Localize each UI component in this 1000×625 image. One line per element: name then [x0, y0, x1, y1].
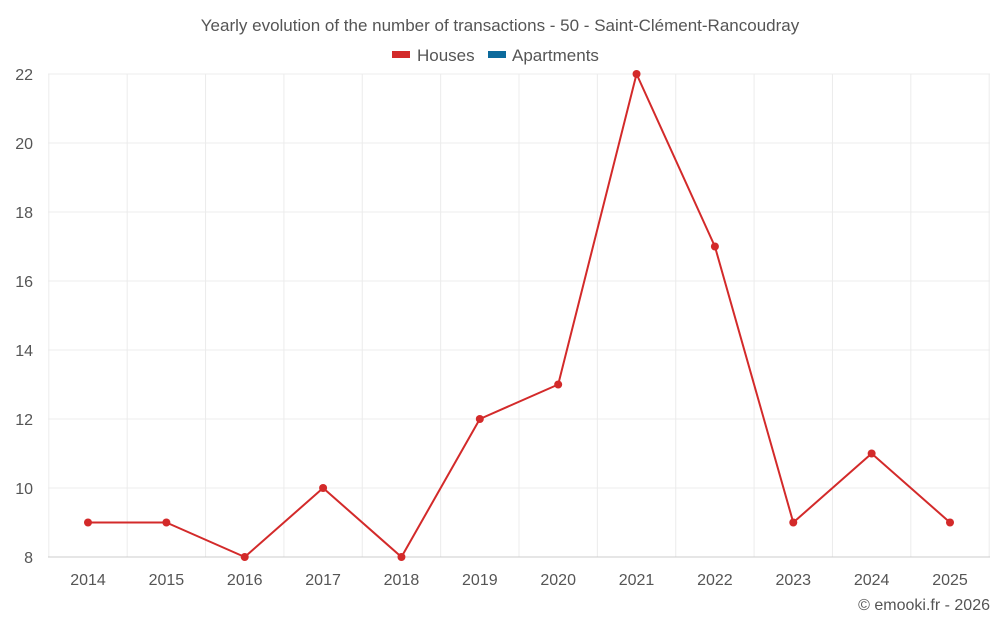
- x-tick-label: 2017: [305, 572, 341, 589]
- data-point-houses[interactable]: [475, 415, 484, 423]
- legend-swatch-apartments: [488, 51, 506, 58]
- data-point-houses[interactable]: [789, 518, 798, 527]
- y-tick-label: 12: [15, 412, 33, 429]
- y-tick-label: 22: [15, 67, 33, 84]
- y-tick-label: 8: [24, 550, 33, 567]
- x-tick-label: 2019: [462, 572, 498, 589]
- y-axis: 8 10 12 14 16 18 20 22: [15, 67, 33, 567]
- legend-label-apartments[interactable]: Apartments: [512, 46, 599, 65]
- x-tick-label: 2014: [70, 572, 106, 589]
- x-tick-label: 2020: [540, 572, 576, 589]
- data-point-houses[interactable]: [162, 518, 171, 527]
- data-point-houses[interactable]: [867, 449, 876, 458]
- grid: [48, 73, 990, 557]
- x-tick-label: 2018: [384, 572, 420, 589]
- y-tick-label: 18: [15, 205, 33, 222]
- y-tick-label: 16: [15, 274, 33, 291]
- x-tick-label: 2024: [854, 572, 890, 589]
- data-point-houses[interactable]: [946, 518, 954, 527]
- x-tick-label: 2021: [619, 572, 655, 589]
- data-point-houses[interactable]: [84, 518, 92, 527]
- x-tick-label: 2016: [227, 572, 263, 589]
- chart-title: Yearly evolution of the number of transa…: [201, 16, 800, 35]
- x-tick-label: 2025: [932, 572, 968, 589]
- series-line-houses: [88, 73, 951, 558]
- data-point-houses[interactable]: [710, 242, 719, 251]
- y-tick-label: 20: [15, 136, 33, 153]
- legend-label-houses[interactable]: Houses: [417, 46, 475, 65]
- data-point-houses[interactable]: [554, 380, 563, 389]
- legend-swatch-houses: [392, 51, 410, 58]
- y-tick-label: 10: [15, 481, 33, 498]
- x-tick-label: 2022: [697, 572, 733, 589]
- x-tick-label: 2023: [775, 572, 811, 589]
- data-point-houses[interactable]: [240, 553, 249, 561]
- data-point-houses[interactable]: [632, 70, 641, 78]
- credit-text: © emooki.fr - 2026: [858, 597, 990, 614]
- data-point-houses[interactable]: [319, 484, 328, 492]
- series-houses: [84, 70, 954, 561]
- y-tick-label: 14: [15, 343, 33, 360]
- x-tick-label: 2015: [149, 572, 185, 589]
- legend: Houses Apartments: [392, 46, 599, 65]
- data-point-houses[interactable]: [397, 553, 406, 561]
- x-axis: 2014 2015 2016 2017 2018 2019 2020 2021 2022 2023…: [48, 556, 990, 589]
